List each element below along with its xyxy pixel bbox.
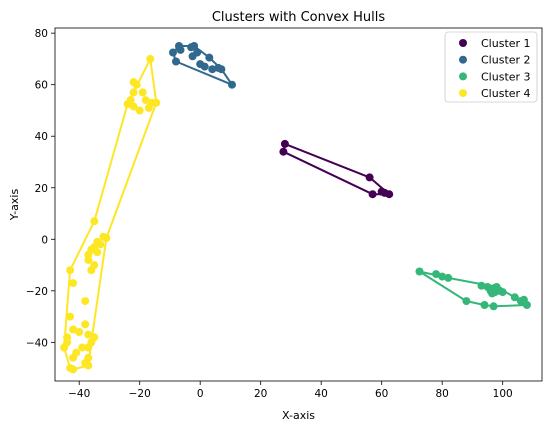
cluster-4-point [66,312,75,321]
legend: Cluster 1 Cluster 2 Cluster 3 Cluster 4 [444,31,538,103]
cluster-2-point [190,42,199,50]
cluster-3-point [489,302,498,311]
cluster-4-point [129,102,138,111]
x-tick-label: 40 [314,388,327,400]
cluster-4-point [75,328,84,336]
cluster-4-point [81,320,90,329]
x-tick-label: −40 [68,388,90,400]
cluster-4-point [87,266,96,275]
cluster-3-point [480,301,489,309]
cluster-2-point [172,57,180,66]
plot-frame [54,27,543,382]
cluster-4-point [90,217,99,226]
cluster-4-point [84,343,93,352]
cluster-4-point [129,88,138,97]
legend-label-cluster-2: Cluster 2 [481,54,531,67]
cluster-2-point [200,62,209,71]
cluster-4-point [135,106,144,115]
cluster-3-point [415,267,424,276]
cluster-3-point [444,273,453,282]
legend-marker-cluster-1 [459,39,467,47]
cluster-2-point [188,52,197,61]
points-layer [60,42,531,374]
x-tick-label: −20 [129,388,151,400]
cluster-4-point [152,98,161,107]
y-tick-label: 20 [35,183,48,195]
y-tick-label: −20 [26,286,48,298]
cluster-4-point [84,361,93,370]
cluster-3-point [438,272,447,281]
y-tick-label: 80 [35,28,48,40]
cluster-1-point [365,173,374,182]
cluster-3-point [498,288,507,297]
cluster-4-point [69,353,78,362]
plot-area [54,27,543,382]
cluster-4-point [132,80,141,89]
cluster-4-point [60,343,69,352]
x-tick-label: 80 [435,388,448,400]
cluster-1-point [279,147,288,156]
chart-title: Clusters with Convex Hulls [212,10,386,25]
cluster-4-point [81,297,90,306]
y-tick-label: 60 [35,80,48,92]
legend-marker-cluster-2 [459,55,467,64]
cluster-4-point [138,88,147,97]
legend-marker-cluster-3 [459,72,467,81]
cluster-4-point [69,365,78,374]
legend-label-cluster-1: Cluster 1 [481,37,531,50]
cluster-4-point [102,234,111,242]
cluster-1-point [385,190,394,199]
y-tick-label: −40 [26,337,48,349]
cluster-4-point [144,103,153,112]
cluster-4-point [84,255,93,264]
cluster-4-point [146,54,155,63]
cluster-3-point [462,297,471,306]
cluster-3-point [432,270,441,279]
cluster-1-point [368,190,377,199]
y-axis-label: Y-axis [8,189,21,222]
cluster-2-point [169,48,177,57]
cluster-4-point [69,325,78,334]
legend-box [444,31,538,103]
cluster-2-point [228,80,236,89]
cluster-2-point [205,53,214,62]
legend-label-cluster-4: Cluster 4 [481,87,531,100]
cluster-3-point [477,281,486,290]
cluster-3-point [510,293,519,302]
cluster-2-point [208,65,217,74]
cluster-4-point [78,343,87,352]
x-axis-label: X-axis [282,409,315,422]
cluster-4-point [84,330,93,339]
cluster-4-point [141,96,150,105]
cluster-3-point [522,301,531,309]
x-tick-label: 20 [254,388,267,400]
cluster-1-point [280,139,289,148]
y-tick-label: 0 [41,234,48,246]
x-tick-label: 60 [375,388,388,400]
legend-marker-cluster-4 [459,89,467,98]
cluster-2-point [217,65,226,74]
cluster-1-hull [282,142,391,196]
x-tick-label: 0 [197,388,204,400]
x-tick-label: 100 [493,388,513,400]
cluster-4-hull [63,57,158,371]
cluster-4-point [66,266,75,275]
y-axis: −40 −20 0 20 40 60 80 [26,28,55,349]
cluster-4-point [93,248,102,257]
x-axis: −40 −20 0 20 40 60 80 100 [68,381,513,400]
cluster-4-point [123,100,132,108]
cluster-2-point [176,45,185,54]
y-tick-label: 40 [35,131,48,143]
legend-label-cluster-3: Cluster 3 [481,70,531,83]
cluster-4-point [69,279,78,288]
cluster-4-point [96,240,105,249]
